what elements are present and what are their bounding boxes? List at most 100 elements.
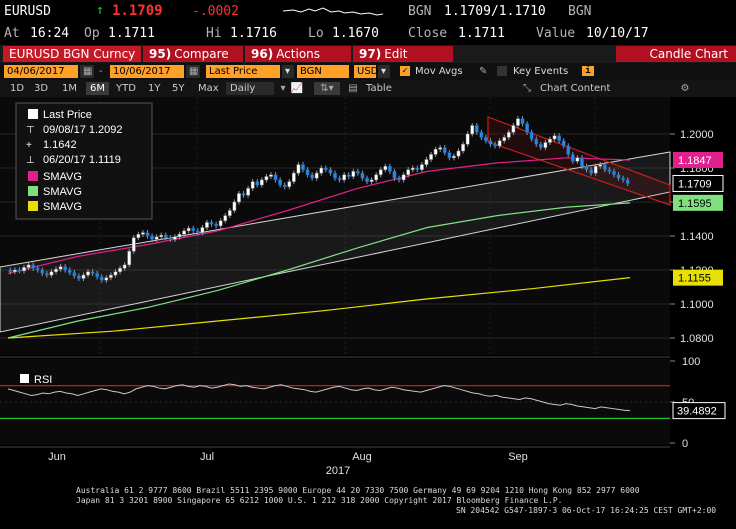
candle	[264, 176, 269, 181]
candle	[104, 277, 109, 281]
price-tag-sma-long: 1.1155	[678, 273, 711, 285]
mov-avgs-checkbox[interactable]: ✓	[400, 66, 410, 76]
candle	[497, 140, 502, 147]
table-icon[interactable]: ▤	[348, 83, 358, 94]
x-tick-label: Jun	[48, 451, 66, 463]
period-1y[interactable]: 1Y	[148, 83, 161, 94]
table-button[interactable]: Table	[366, 83, 392, 94]
candle	[246, 188, 250, 196]
candle	[278, 179, 282, 186]
footer: Australia 61 2 9777 8600 Brazil 5511 239…	[0, 480, 736, 529]
candle	[310, 174, 314, 179]
key-events-checkbox[interactable]	[497, 66, 507, 76]
open-value: 1.1711	[108, 26, 155, 41]
y-tick-label: 1.1000	[680, 299, 714, 311]
candle	[548, 138, 552, 143]
period-ytd[interactable]: YTD	[116, 83, 136, 94]
candle	[8, 269, 13, 272]
candle	[511, 125, 516, 133]
field-select[interactable]: Last Price	[206, 65, 280, 78]
legend-smavg: SMAVG	[43, 171, 82, 183]
period-3d[interactable]: 3D	[34, 83, 49, 94]
candle	[342, 174, 347, 181]
period-max[interactable]: Max	[198, 83, 219, 94]
gear-icon[interactable]: ⚙	[680, 83, 690, 94]
candle	[465, 133, 470, 145]
candle	[241, 193, 246, 196]
candle	[580, 157, 584, 167]
candle	[616, 174, 621, 179]
candle	[360, 172, 365, 179]
rsi-line	[7, 383, 631, 412]
info-icon[interactable]: i	[582, 66, 594, 76]
actions-button[interactable]: 96) Actions	[245, 46, 351, 62]
candle	[584, 166, 589, 170]
legend-smavg: SMAVG	[43, 186, 82, 198]
chart-content-button[interactable]: Chart Content	[540, 83, 611, 94]
candle	[493, 143, 497, 147]
candle	[378, 169, 383, 176]
calendar-icon[interactable]: ▦	[80, 65, 94, 78]
candle	[195, 230, 200, 233]
edit-button[interactable]: 97) Edit	[353, 46, 453, 62]
chevron-down-icon[interactable]: ▾	[280, 83, 286, 94]
candle	[95, 273, 100, 278]
candle	[506, 132, 511, 138]
pencil-icon[interactable]: ✎	[479, 66, 488, 77]
end-date-field[interactable]: 10/06/2017	[110, 65, 184, 78]
candle	[118, 268, 122, 272]
ticker[interactable]: EURUSD	[4, 4, 51, 19]
ask-source: BGN	[568, 4, 592, 19]
calendar-icon[interactable]: ▦	[186, 65, 200, 78]
legend-smavg: SMAVG	[43, 201, 82, 213]
security-label: EURUSD BGN Curncy	[9, 47, 136, 61]
candle	[534, 138, 539, 145]
candle	[598, 164, 603, 167]
candle	[561, 140, 566, 147]
open-label: Op	[84, 26, 100, 41]
security-field[interactable]: EURUSD BGN Curncy	[3, 46, 141, 62]
period-1d[interactable]: 1D	[10, 83, 25, 94]
chevron-down-icon[interactable]: ▾	[378, 65, 390, 78]
candle	[456, 150, 461, 157]
currency-field[interactable]: USD	[354, 65, 378, 78]
compare-button[interactable]: 95) Compare	[143, 46, 243, 62]
candle-chart-icon[interactable]: ⇅▾	[314, 82, 340, 95]
candle	[81, 274, 86, 279]
candle	[99, 276, 104, 281]
candle	[406, 169, 411, 176]
candle	[177, 234, 182, 238]
bid-source: BGN	[408, 4, 432, 19]
candle	[388, 166, 392, 172]
x-axis-year: 2017	[326, 465, 350, 477]
candle-chart[interactable]: 1.20001.18001.16001.14001.12001.10001.08…	[0, 97, 736, 480]
candle	[250, 181, 255, 189]
expand-icon[interactable]: ⤡	[523, 83, 531, 94]
candle	[122, 264, 127, 269]
candle	[218, 220, 223, 227]
frequency-select[interactable]: Daily	[226, 82, 274, 95]
low-label: Lo	[308, 26, 324, 41]
y-tick-label: 1.1400	[680, 231, 714, 243]
candle	[333, 172, 337, 179]
candle	[438, 147, 443, 150]
period-5y[interactable]: 5Y	[172, 83, 185, 94]
footer-phone-line-1: Australia 61 2 9777 8600 Brazil 5511 239…	[76, 486, 640, 495]
candle	[227, 210, 232, 216]
candle	[191, 228, 196, 232]
line-chart-icon[interactable]: 📈	[290, 83, 304, 94]
candle	[159, 234, 164, 238]
candle	[356, 171, 360, 174]
candle	[209, 222, 214, 225]
candle	[49, 271, 54, 276]
chevron-down-icon[interactable]: ▾	[282, 65, 294, 78]
start-date-field[interactable]: 04/06/2017	[4, 65, 78, 78]
x-tick-label: Jul	[200, 451, 214, 463]
candle	[520, 118, 525, 125]
period-1m[interactable]: 1M	[62, 83, 77, 94]
period-6m[interactable]: 6M	[86, 82, 109, 95]
legend-average: 1.1642	[43, 139, 77, 151]
y-tick-label: 1.0800	[680, 333, 714, 345]
candle	[543, 142, 548, 148]
source-field[interactable]: BGN	[297, 65, 349, 78]
